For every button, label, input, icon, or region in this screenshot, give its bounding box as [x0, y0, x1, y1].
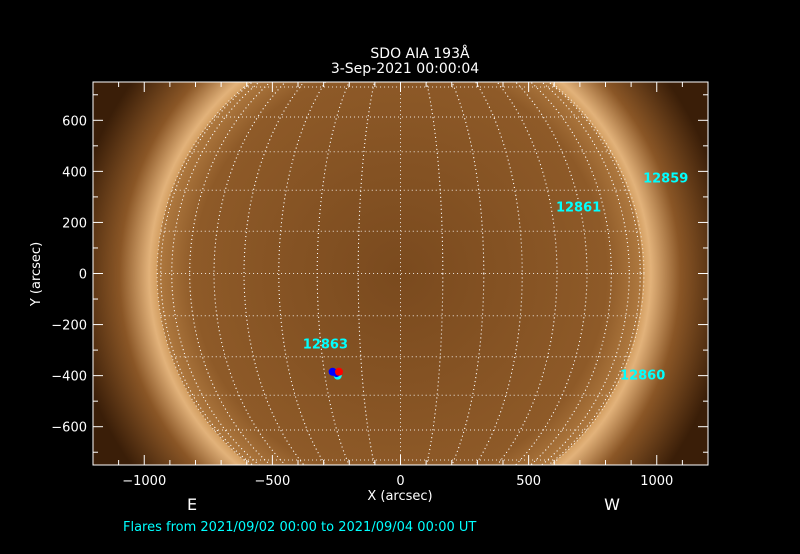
y-tick-label: −200: [51, 319, 87, 334]
region-label: 12863: [303, 338, 348, 353]
plot-title: SDO AIA 193Å: [370, 45, 470, 62]
meridian-line: [316, 82, 485, 465]
meridian-line: [171, 82, 630, 465]
meridian-line: [160, 82, 641, 465]
y-tick-label: 600: [62, 114, 87, 129]
meridian-line: [243, 82, 558, 465]
meridian-line: [189, 82, 612, 465]
flare-time-range: Flares from 2021/09/02 00:00 to 2021/09/…: [123, 520, 476, 535]
meridian-line: [357, 82, 444, 465]
x-tick-label: 500: [516, 474, 541, 489]
region-label: 12861: [556, 200, 601, 215]
plot-subtitle: 3-Sep-2021 00:00:04: [331, 61, 479, 77]
y-tick-label: 0: [79, 268, 87, 283]
meridian-line: [213, 82, 588, 465]
x-tick-label: −1000: [122, 474, 166, 489]
meridian-line: [278, 82, 523, 465]
east-label: E: [187, 495, 197, 514]
y-tick-label: −400: [51, 370, 87, 385]
solar-disk: [157, 82, 643, 465]
y-axis-label: Y (arcsec): [29, 242, 44, 307]
x-axis-label: X (arcsec): [367, 489, 432, 504]
y-tick-label: −600: [51, 421, 87, 436]
x-tick-label: 1000: [640, 474, 673, 489]
x-tick-label: −500: [255, 474, 291, 489]
region-label: 12859: [643, 171, 688, 186]
x-tick-label: 0: [396, 474, 404, 489]
y-tick-label: 400: [62, 165, 87, 180]
limb-line: [156, 82, 645, 465]
west-label: W: [604, 495, 620, 514]
region-label: 12860: [620, 369, 665, 384]
y-tick-label: 200: [62, 216, 87, 231]
flare-marker: [335, 367, 343, 376]
